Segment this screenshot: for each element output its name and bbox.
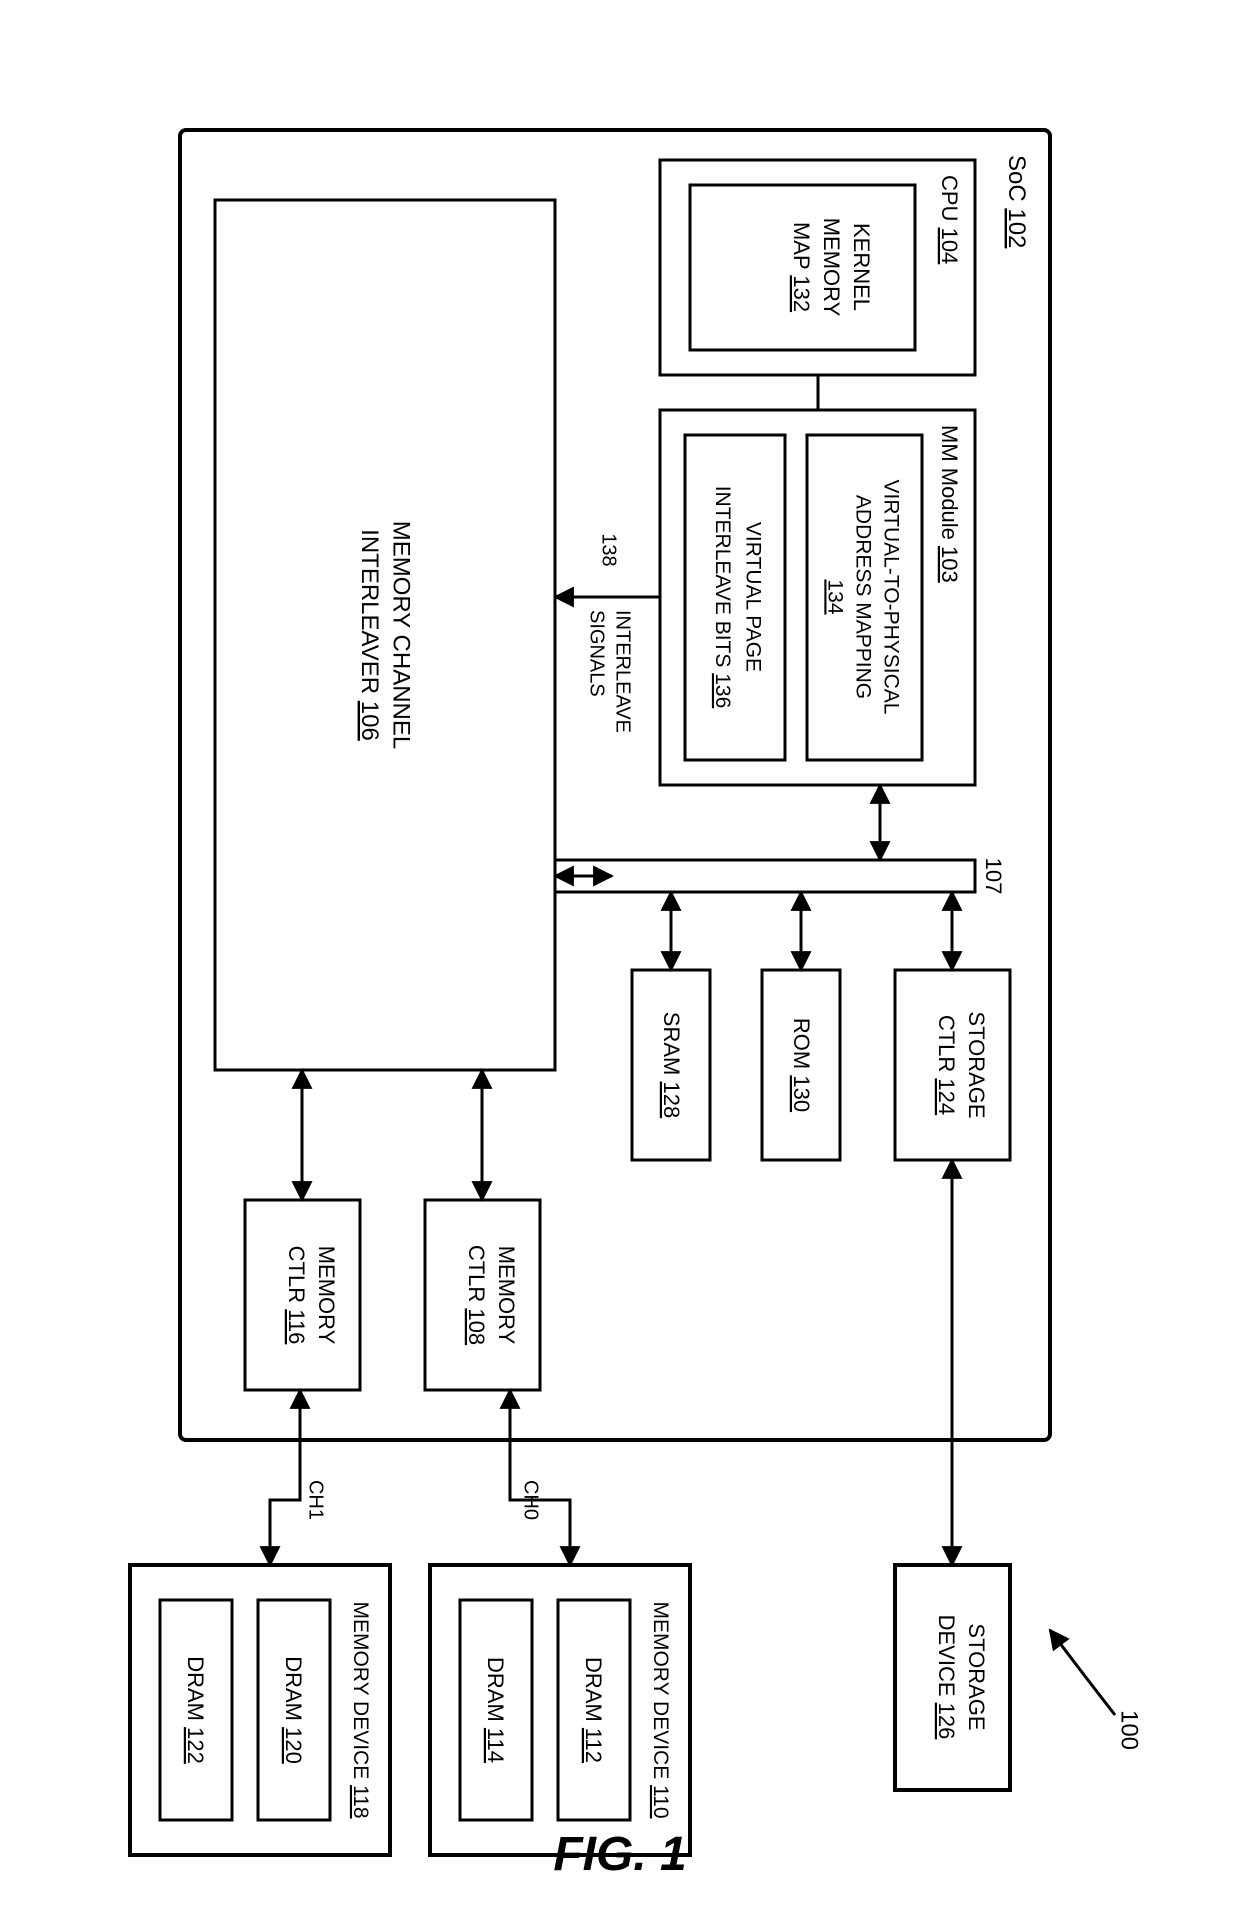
diagram-canvas: 100 SoC 102 CPU 104 KERNEL MEMORY MAP 13… (0, 0, 1240, 1917)
figure-title: FIG. 1 (553, 1828, 686, 1881)
mem-ctlr-1-l2: CTLR 116 (284, 1246, 309, 1345)
vtp-l2: ADDRESS MAPPING (851, 495, 874, 699)
soc-label: SoC 102 (1003, 155, 1030, 248)
mem-ctlr-0-l1: MEMORY (494, 1246, 519, 1345)
bus-ref: 107 (981, 858, 1006, 895)
mem-ctlr-0-l2: CTLR 108 (464, 1245, 489, 1345)
storage-device-l2: DEVICE 126 (934, 1615, 959, 1740)
storage-ctlr-l1: STORAGE (964, 1011, 989, 1118)
interleave-l1: INTERLEAVE (612, 610, 634, 733)
kernel-map-l1: KERNEL (849, 223, 874, 311)
dram-120-label: DRAM 120 (281, 1656, 306, 1764)
kernel-map-l2: MEMORY (819, 218, 844, 317)
interleaver-box (215, 200, 555, 1070)
mem-device-0-label: MEMORY DEVICE 110 (649, 1601, 672, 1818)
cpu-label: CPU 104 (937, 175, 962, 264)
interleaver-l2: INTERLEAVER 106 (356, 529, 383, 741)
ch1-label: CH1 (305, 1480, 327, 1520)
dram-112-label: DRAM 112 (581, 1657, 606, 1763)
interleaver-l1: MEMORY CHANNEL (388, 521, 415, 750)
storage-device-l1: STORAGE (964, 1623, 989, 1730)
interleave-l2: SIGNALS (586, 610, 608, 697)
mm-module-label: MM Module 103 (937, 425, 962, 583)
dram-114-label: DRAM 114 (483, 1657, 508, 1763)
mem-device-1-label: MEMORY DEVICE 118 (349, 1601, 372, 1818)
rom-label: ROM 130 (789, 1018, 814, 1112)
storage-ctlr-l2: CTLR 124 (934, 1015, 959, 1115)
dram-122-label: DRAM 122 (183, 1656, 208, 1764)
vtp-l1: VIRTUAL-TO-PHYSICAL (879, 480, 902, 715)
vpib-l1: VIRTUAL PAGE (741, 522, 764, 672)
ch0-label: CH0 (520, 1480, 542, 1520)
mem-ctlr-1-l1: MEMORY (314, 1246, 339, 1345)
ref-100: 100 (1116, 1710, 1143, 1750)
vpib-l2: INTERLEAVE BITS 136 (711, 486, 734, 709)
kernel-map-l3: MAP 132 (789, 222, 814, 312)
sram-label: SRAM 128 (659, 1012, 684, 1118)
interleave-ref: 138 (598, 533, 620, 566)
vtp-ref: 134 (823, 579, 846, 614)
